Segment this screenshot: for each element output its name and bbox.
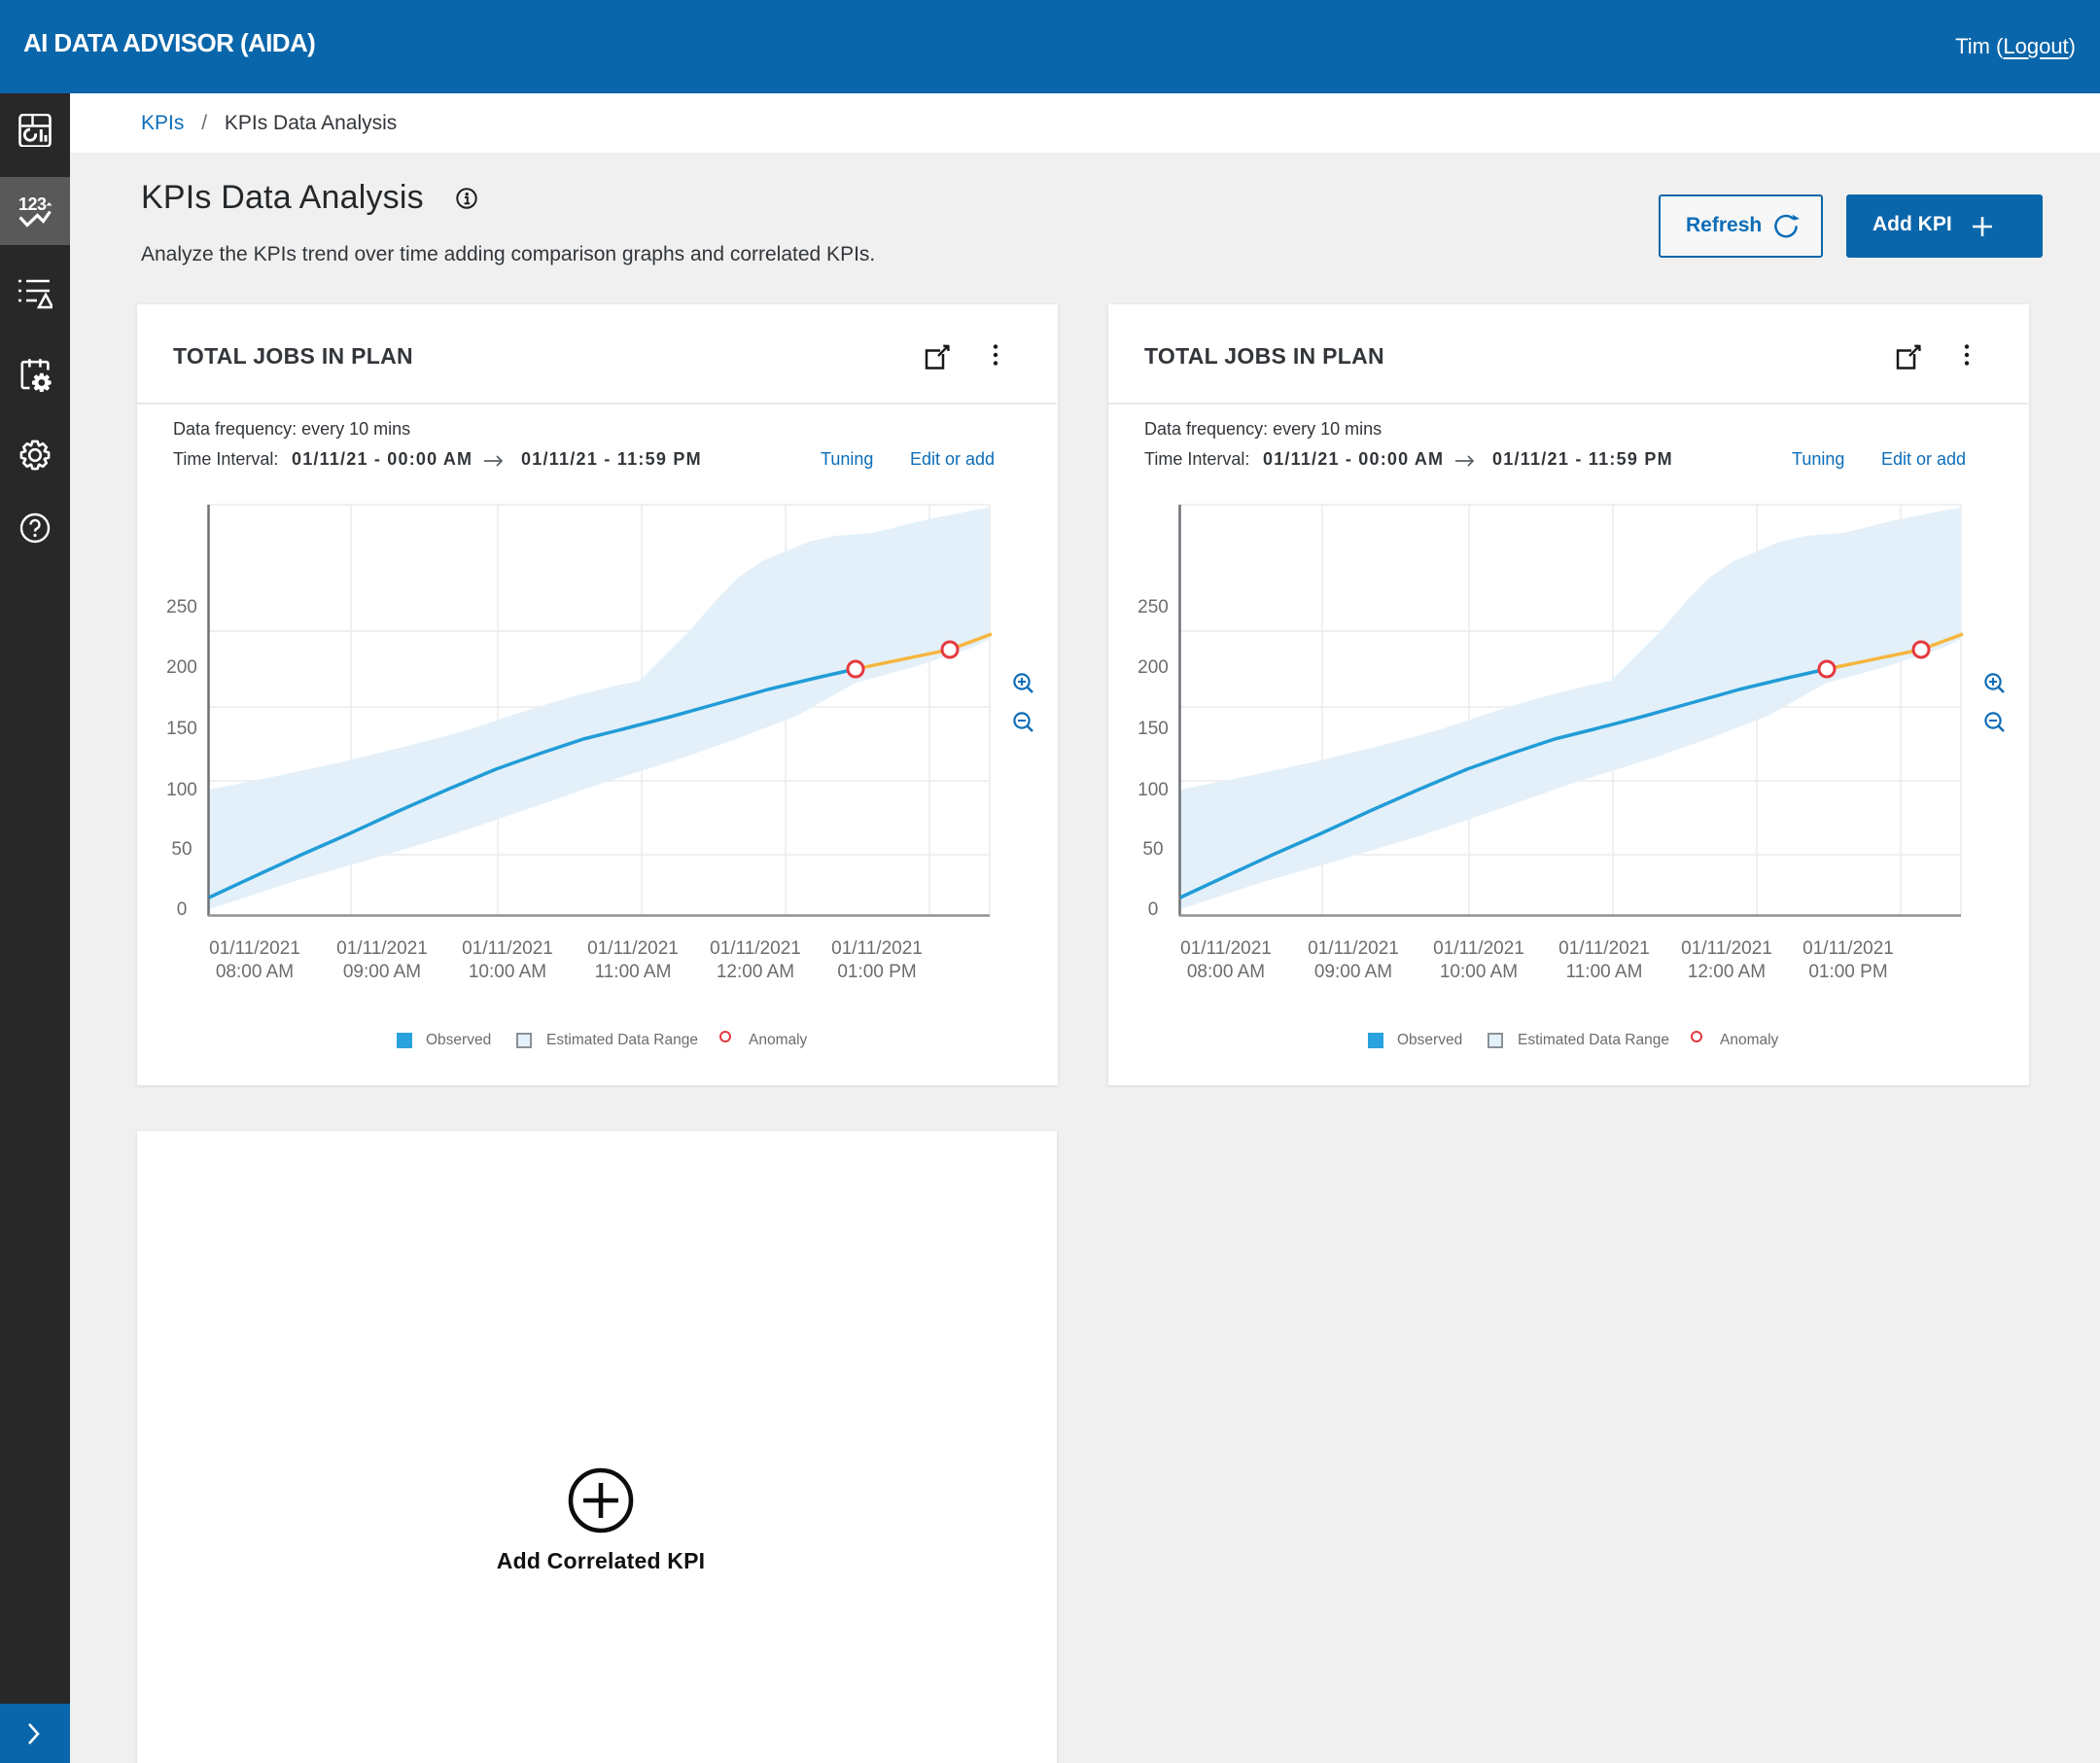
svg-text:10:00 AM: 10:00 AM	[469, 962, 546, 982]
svg-text:01/11/2021: 01/11/2021	[1681, 938, 1772, 959]
svg-text:01/11/2021: 01/11/2021	[1558, 938, 1650, 959]
svg-text:01/11/2021: 01/11/2021	[1433, 938, 1524, 959]
svg-text:200: 200	[1138, 657, 1169, 678]
svg-text:12:00 AM: 12:00 AM	[1688, 962, 1766, 982]
svg-text:01/11/2021: 01/11/2021	[831, 938, 923, 959]
svg-text:01/11/2021: 01/11/2021	[209, 938, 300, 959]
svg-text:01:00 PM: 01:00 PM	[837, 962, 916, 982]
svg-text:12:00 AM: 12:00 AM	[717, 962, 794, 982]
svg-text:09:00 AM: 09:00 AM	[343, 962, 421, 982]
svg-text:250: 250	[166, 597, 197, 617]
svg-text:01:00 PM: 01:00 PM	[1808, 962, 1887, 982]
svg-text:01/11/2021: 01/11/2021	[462, 938, 553, 959]
svg-text:01/11/2021: 01/11/2021	[1802, 938, 1894, 959]
svg-text:09:00 AM: 09:00 AM	[1314, 962, 1392, 982]
svg-text:250: 250	[1138, 597, 1169, 617]
svg-text:01/11/2021: 01/11/2021	[710, 938, 801, 959]
svg-text:01/11/2021: 01/11/2021	[336, 938, 428, 959]
svg-text:01/11/2021: 01/11/2021	[1308, 938, 1399, 959]
svg-text:50: 50	[171, 839, 192, 860]
svg-text:123: 123	[18, 194, 47, 214]
svg-text:10:00 AM: 10:00 AM	[1440, 962, 1518, 982]
svg-text:200: 200	[166, 657, 197, 678]
svg-text:11:00 AM: 11:00 AM	[595, 962, 672, 982]
svg-text:150: 150	[166, 719, 197, 739]
svg-text:0: 0	[177, 899, 188, 920]
svg-text:150: 150	[1138, 719, 1169, 739]
svg-text:08:00 AM: 08:00 AM	[1187, 962, 1265, 982]
svg-text:01/11/2021: 01/11/2021	[587, 938, 679, 959]
svg-text:50: 50	[1142, 839, 1163, 860]
svg-text:11:00 AM: 11:00 AM	[1566, 962, 1643, 982]
svg-text:0: 0	[1148, 899, 1159, 920]
svg-text:100: 100	[166, 780, 197, 800]
svg-text:01/11/2021: 01/11/2021	[1180, 938, 1272, 959]
svg-text:08:00 AM: 08:00 AM	[216, 962, 294, 982]
svg-text:100: 100	[1138, 780, 1169, 800]
